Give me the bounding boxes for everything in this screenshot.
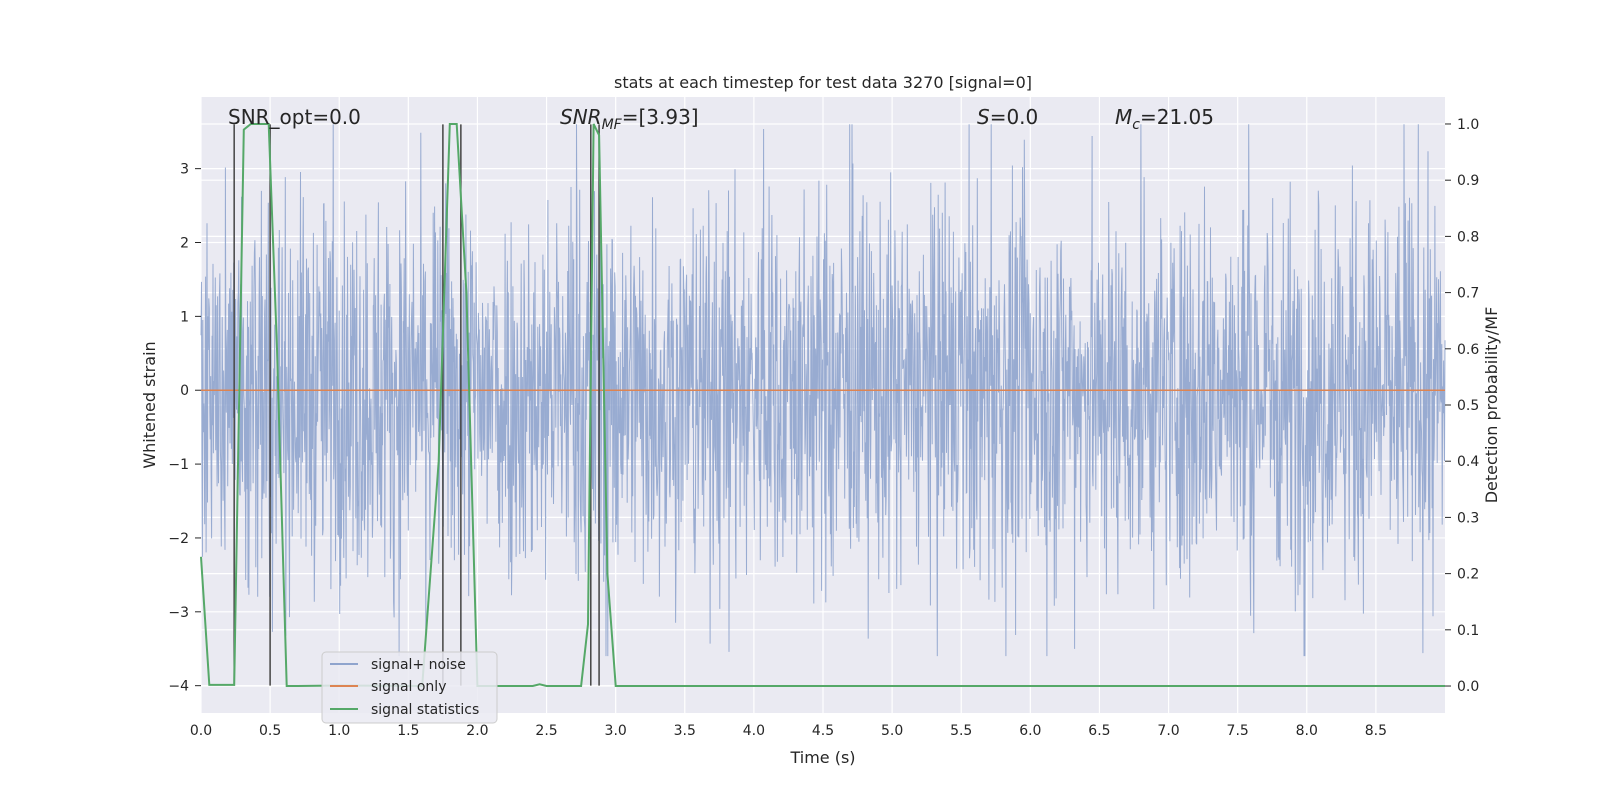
right-tick-label: 0.2 — [1457, 567, 1479, 583]
legend-box — [321, 651, 498, 724]
left-tick-label: −4 — [168, 679, 189, 695]
x-tick-label: 1.5 — [397, 723, 419, 739]
x-tick-label: 6.5 — [1088, 723, 1110, 739]
right-tick-label: 0.4 — [1457, 454, 1479, 470]
signal-statistics-series — [200, 123, 1445, 688]
right-axis-label: Detection probability/MF — [1482, 307, 1501, 504]
x-tick-label: 5.5 — [950, 723, 972, 739]
annotation-mc-subscript: c — [1132, 117, 1140, 133]
left-axis-ticks: −4 −3 −2 −1 0 1 2 3 — [168, 162, 201, 695]
annotation-snr-mf: SNRMF=[3.93] — [560, 105, 699, 133]
right-tick-label: 0.0 — [1457, 679, 1479, 695]
x-tick-label: 0.0 — [190, 723, 212, 739]
annotation-mc-value: =21.05 — [1140, 105, 1214, 129]
x-tick-label: 2.0 — [466, 723, 488, 739]
right-tick-label: 0.5 — [1457, 398, 1479, 414]
left-tick-label: 0 — [180, 383, 189, 399]
x-tick-label: 6.0 — [1019, 723, 1041, 739]
annotation-s: S=0.0 — [977, 105, 1038, 129]
x-tick-label: 3.0 — [605, 723, 627, 739]
right-tick-label: 0.1 — [1457, 623, 1479, 639]
x-tick-label: 3.5 — [674, 723, 696, 739]
x-tick-label: 7.5 — [1227, 723, 1249, 739]
left-tick-label: −3 — [168, 605, 189, 621]
chart-title: stats at each timestep for test data 327… — [614, 73, 1032, 92]
right-axis-ticks: 0.0 0.1 0.2 0.3 0.4 0.5 0.6 0.7 0.8 0.9 1.0 — [1445, 117, 1479, 695]
legend-label-signal-only: signal only — [371, 679, 446, 695]
x-tick-label: 4.0 — [743, 723, 765, 739]
signal-noise-series — [200, 124, 1446, 657]
legend-label-signal-statistics: signal statistics — [371, 702, 479, 718]
x-axis-label: Time (s) — [789, 748, 855, 767]
annotation-s-symbol: S — [977, 105, 990, 129]
legend: signal+ noise signal only signal statist… — [321, 651, 498, 724]
right-tick-label: 1.0 — [1457, 117, 1479, 133]
annotation-s-value: =0.0 — [990, 105, 1039, 129]
x-axis-ticks: 0.0 0.5 1.0 1.5 2.0 2.5 3.0 3.5 4.0 4.5 5.0 5.5 6.0 6… — [190, 723, 1387, 739]
right-tick-label: 0.7 — [1457, 286, 1479, 302]
annotation-mc: Mc=21.05 — [1115, 105, 1214, 133]
x-tick-label: 8.0 — [1296, 723, 1318, 739]
legend-label-signal-noise: signal+ noise — [371, 657, 466, 673]
x-tick-label: 4.5 — [812, 723, 834, 739]
right-tick-label: 0.6 — [1457, 342, 1479, 358]
annotation-snr-mf-symbol: SNR — [560, 105, 602, 129]
left-axis-label: Whitened strain — [140, 341, 159, 468]
annotation-snr-opt: SNR_opt=0.0 — [228, 105, 361, 129]
left-tick-label: 1 — [180, 309, 189, 325]
annotation-snr-mf-subscript: MF — [602, 117, 623, 133]
x-tick-label: 8.5 — [1365, 723, 1387, 739]
x-tick-label: 0.5 — [259, 723, 281, 739]
x-tick-label: 7.0 — [1157, 723, 1179, 739]
left-tick-label: 3 — [180, 162, 189, 178]
x-tick-label: 1.0 — [328, 723, 350, 739]
annotation-mc-symbol: M — [1115, 105, 1132, 129]
annotation-snr-mf-value: =[3.93] — [622, 105, 699, 129]
right-tick-label: 0.3 — [1457, 510, 1479, 526]
signal-noise-trace — [200, 124, 1446, 657]
left-tick-label: −2 — [168, 531, 189, 547]
x-tick-label: 5.0 — [881, 723, 903, 739]
x-tick-label: 2.5 — [535, 723, 557, 739]
right-tick-label: 0.9 — [1457, 173, 1479, 189]
right-tick-label: 0.8 — [1457, 229, 1479, 245]
left-tick-label: 2 — [180, 236, 189, 252]
left-tick-label: −1 — [168, 457, 189, 473]
